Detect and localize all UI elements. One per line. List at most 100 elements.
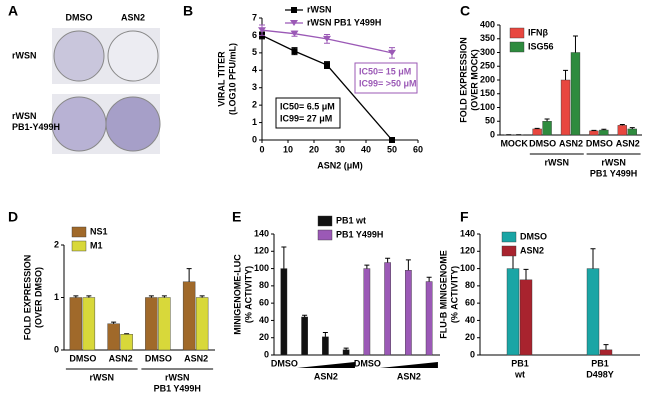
bar — [627, 128, 637, 136]
legend-swatch — [71, 240, 87, 252]
bar — [195, 297, 209, 351]
y-axis-label: MINIGENOME-LUC — [232, 254, 242, 335]
bar — [158, 297, 171, 351]
x-tick-label: PB1 — [591, 358, 609, 368]
bar — [589, 130, 599, 136]
y-tick-label: 350 — [480, 33, 495, 43]
y-tick-label: 40 — [259, 315, 269, 325]
row-label: rWSN — [12, 111, 37, 121]
point — [290, 30, 299, 37]
series-line — [261, 34, 393, 141]
y-tick-label: 140 — [460, 228, 475, 238]
x-tick-label: ASN2 — [184, 353, 208, 363]
plate — [107, 30, 159, 82]
y-tick-label: 20 — [259, 332, 269, 342]
legend-swatch — [71, 226, 87, 238]
y-tick-label: 60 — [259, 298, 269, 308]
panel-label: C — [460, 3, 470, 19]
panel-label: A — [8, 3, 18, 19]
error-bar — [629, 127, 635, 129]
group-label: ASN2 — [397, 371, 421, 381]
y-axis-label: FOLD EXPRESSION — [458, 37, 468, 123]
x-tick-label: 20 — [309, 144, 319, 154]
bar — [560, 79, 571, 136]
bar — [69, 297, 83, 351]
bar — [280, 268, 288, 356]
column-label: ASN2 — [121, 12, 145, 22]
y-tick-label: 4 — [252, 65, 257, 75]
bar — [82, 297, 96, 351]
bar — [570, 52, 581, 136]
error-bar — [590, 248, 596, 269]
error-bar — [161, 295, 167, 298]
point — [324, 62, 330, 69]
column-label: DMSO — [66, 12, 93, 22]
bar — [384, 262, 391, 356]
row-label: rWSN — [12, 50, 37, 60]
x-tick-label: 40 — [361, 144, 371, 154]
y-tick-label: 60 — [465, 298, 475, 308]
plate — [51, 96, 107, 152]
group-label: PB1 Y499H — [590, 168, 637, 178]
y-tick-label: 40 — [465, 315, 475, 325]
panel-label: E — [232, 209, 241, 225]
error-bar — [572, 35, 578, 53]
error-bar — [73, 295, 79, 298]
x-tick-label: ASN2 — [109, 353, 133, 363]
legend-marker — [290, 20, 298, 26]
y-tick-label: 2 — [54, 239, 59, 249]
legend-label: PB1 Y499H — [336, 229, 383, 239]
y-tick-label: 3 — [252, 82, 257, 92]
point — [323, 35, 331, 42]
bar — [542, 121, 552, 136]
point — [258, 27, 266, 34]
error-bar — [186, 268, 192, 282]
panel-label: B — [183, 3, 193, 19]
annotation: IC99= 27 μM — [280, 113, 332, 123]
group-label: rWSN — [545, 157, 570, 167]
y-tick-label: 400 — [480, 19, 495, 29]
legend-label: ISG56 — [528, 41, 554, 51]
x-tick-label: wt — [514, 369, 525, 379]
y-tick-label: 50 — [485, 116, 495, 126]
y-tick-label: 0 — [470, 349, 475, 359]
y-tick-label: 140 — [254, 228, 269, 238]
bar — [599, 129, 609, 136]
y-axis-label: FLU-B MINIGENOME — [438, 250, 448, 339]
annotation: IC50= 6.5 μM — [280, 101, 335, 111]
y-axis-label: (OVER DMSO) — [33, 267, 43, 328]
group-label: rWSN — [90, 372, 115, 382]
legend-swatch — [501, 231, 517, 243]
legend-swatch — [317, 215, 333, 227]
error-bar — [601, 128, 607, 131]
x-tick-label: DMSO — [69, 353, 96, 363]
error-bar — [343, 347, 349, 350]
dose-ramp — [296, 362, 355, 368]
error-bar — [619, 124, 625, 126]
x-tick-label: ASN2 — [616, 138, 640, 148]
y-tick-label: 0 — [264, 349, 269, 359]
bar — [506, 268, 520, 356]
point — [291, 48, 298, 55]
y-axis-label: (OVER MOCK) — [469, 49, 479, 111]
bar — [617, 125, 627, 136]
bar — [586, 268, 600, 356]
x-tick-label: DMSO — [586, 138, 613, 148]
plate — [105, 96, 161, 152]
error-bar — [111, 321, 117, 324]
legend-marker — [291, 7, 297, 13]
group-label: PB1 Y499H — [154, 383, 201, 393]
annotation-box — [354, 62, 418, 94]
error-bar — [544, 118, 550, 122]
error-bar — [563, 69, 569, 80]
legend-label: DMSO — [520, 231, 547, 241]
y-tick-label: 1 — [252, 117, 257, 127]
x-tick-label: 30 — [335, 144, 345, 154]
point — [388, 49, 396, 56]
y-tick-label: 0 — [54, 344, 59, 354]
y-tick-label: 300 — [480, 47, 495, 57]
bar — [342, 349, 350, 356]
legend-label: IFNβ — [528, 27, 548, 37]
error-bar — [281, 246, 287, 269]
